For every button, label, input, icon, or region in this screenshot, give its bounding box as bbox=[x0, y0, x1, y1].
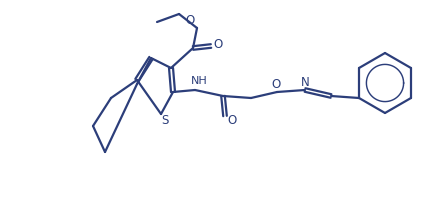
Text: NH: NH bbox=[190, 76, 207, 86]
Text: N: N bbox=[301, 76, 309, 89]
Text: O: O bbox=[227, 114, 237, 127]
Text: O: O bbox=[214, 37, 223, 50]
Text: O: O bbox=[272, 79, 281, 92]
Text: O: O bbox=[185, 14, 194, 27]
Text: S: S bbox=[161, 115, 169, 128]
